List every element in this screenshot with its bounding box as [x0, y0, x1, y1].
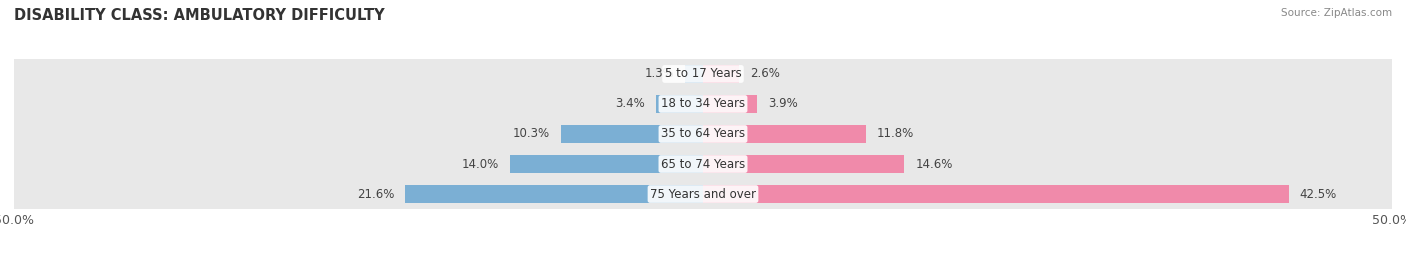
Text: 35 to 64 Years: 35 to 64 Years: [661, 128, 745, 140]
Text: 5 to 17 Years: 5 to 17 Years: [665, 68, 741, 80]
Text: 1.3%: 1.3%: [644, 68, 673, 80]
Bar: [657, 95, 703, 113]
Text: 42.5%: 42.5%: [1299, 188, 1337, 200]
Bar: [510, 155, 703, 173]
Bar: [14, 89, 1392, 119]
Bar: [703, 185, 1289, 203]
Text: 75 Years and over: 75 Years and over: [650, 188, 756, 200]
Bar: [14, 179, 1392, 209]
Bar: [685, 65, 703, 83]
Text: 14.6%: 14.6%: [915, 158, 953, 170]
Text: 11.8%: 11.8%: [876, 128, 914, 140]
Text: 65 to 74 Years: 65 to 74 Years: [661, 158, 745, 170]
Text: 3.4%: 3.4%: [616, 98, 645, 110]
Text: 3.9%: 3.9%: [768, 98, 797, 110]
Bar: [14, 59, 1392, 89]
Bar: [703, 155, 904, 173]
Bar: [703, 125, 866, 143]
Bar: [14, 119, 1392, 149]
Text: 14.0%: 14.0%: [461, 158, 499, 170]
Text: 21.6%: 21.6%: [357, 188, 394, 200]
Bar: [14, 149, 1392, 179]
Text: Source: ZipAtlas.com: Source: ZipAtlas.com: [1281, 8, 1392, 18]
Text: 18 to 34 Years: 18 to 34 Years: [661, 98, 745, 110]
Bar: [405, 185, 703, 203]
Text: 10.3%: 10.3%: [513, 128, 550, 140]
Bar: [561, 125, 703, 143]
Bar: [703, 95, 756, 113]
Legend: Male, Female: Male, Female: [634, 263, 772, 268]
Text: DISABILITY CLASS: AMBULATORY DIFFICULTY: DISABILITY CLASS: AMBULATORY DIFFICULTY: [14, 8, 385, 23]
Bar: [703, 65, 738, 83]
Text: 2.6%: 2.6%: [749, 68, 780, 80]
